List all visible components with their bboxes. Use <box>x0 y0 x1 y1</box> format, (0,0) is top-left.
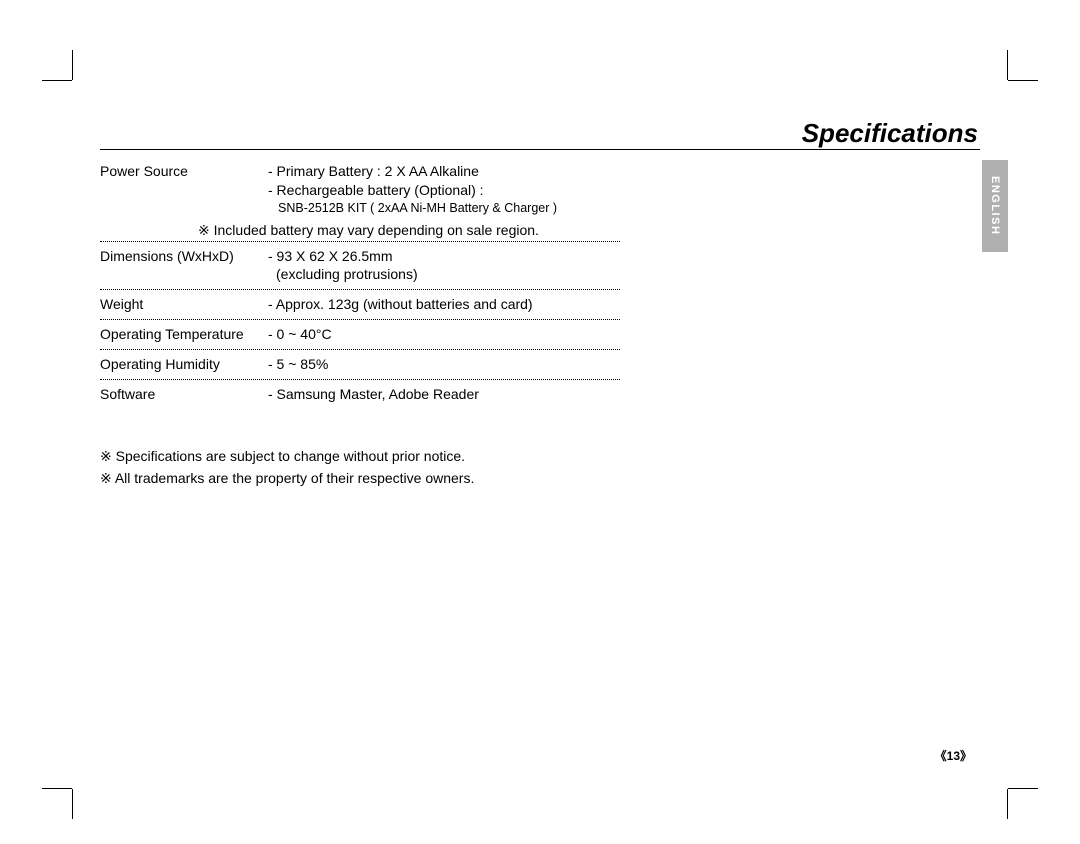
spec-value: - 93 X 62 X 26.5mm (excluding protrusion… <box>268 247 620 285</box>
crop-mark <box>1007 50 1008 80</box>
spec-operating-humidity: Operating Humidity - 5 ~ 85% <box>100 353 620 378</box>
spec-power-source: Power Source - Primary Battery : 2 X AA … <box>100 160 620 221</box>
language-tab: ENGLISH <box>982 160 1008 252</box>
spec-label: Weight <box>100 295 268 314</box>
divider <box>100 379 620 380</box>
spec-label: Operating Humidity <box>100 355 268 374</box>
spec-line: - 93 X 62 X 26.5mm <box>268 247 620 266</box>
spec-note: ※ Included battery may vary depending on… <box>100 221 620 240</box>
divider <box>100 289 620 290</box>
crop-mark <box>1007 789 1008 819</box>
spec-label: Dimensions (WxHxD) <box>100 247 268 285</box>
spec-label: Operating Temperature <box>100 325 268 344</box>
crop-mark <box>72 50 73 80</box>
spec-software: Software - Samsung Master, Adobe Reader <box>100 383 620 408</box>
spec-value: - Primary Battery : 2 X AA Alkaline - Re… <box>268 162 620 217</box>
crop-mark <box>72 789 73 819</box>
page-title-wrap: Specifications <box>100 118 980 150</box>
divider <box>100 241 620 242</box>
spec-line-small: SNB-2512B KIT ( 2xAA Ni-MH Battery & Cha… <box>268 200 620 217</box>
page-number: 《13》 <box>935 747 972 764</box>
spec-line: - Rechargeable battery (Optional) : <box>268 181 620 200</box>
spec-label: Power Source <box>100 162 268 217</box>
spec-value: - Samsung Master, Adobe Reader <box>268 385 620 404</box>
spec-line: - Primary Battery : 2 X AA Alkaline <box>268 162 620 181</box>
spec-line: (excluding protrusions) <box>268 265 620 284</box>
spec-value: - 5 ~ 85% <box>268 355 620 374</box>
footnote: ※ All trademarks are the property of the… <box>100 468 620 490</box>
divider <box>100 349 620 350</box>
page-title: Specifications <box>802 118 980 148</box>
spec-operating-temperature: Operating Temperature - 0 ~ 40°C <box>100 323 620 348</box>
manual-page: Specifications ENGLISH Power Source - Pr… <box>0 0 1080 844</box>
language-label: ENGLISH <box>989 176 1001 235</box>
spec-value: - Approx. 123g (without batteries and ca… <box>268 295 620 314</box>
spec-weight: Weight - Approx. 123g (without batteries… <box>100 293 620 318</box>
crop-mark <box>1008 788 1038 789</box>
specifications-content: Power Source - Primary Battery : 2 X AA … <box>100 160 620 489</box>
spec-label: Software <box>100 385 268 404</box>
divider <box>100 319 620 320</box>
spec-dimensions: Dimensions (WxHxD) - 93 X 62 X 26.5mm (e… <box>100 245 620 289</box>
crop-mark <box>1008 80 1038 81</box>
crop-mark <box>42 80 72 81</box>
footnotes: ※ Specifications are subject to change w… <box>100 446 620 489</box>
crop-mark <box>42 788 72 789</box>
footnote: ※ Specifications are subject to change w… <box>100 446 620 468</box>
spec-value: - 0 ~ 40°C <box>268 325 620 344</box>
